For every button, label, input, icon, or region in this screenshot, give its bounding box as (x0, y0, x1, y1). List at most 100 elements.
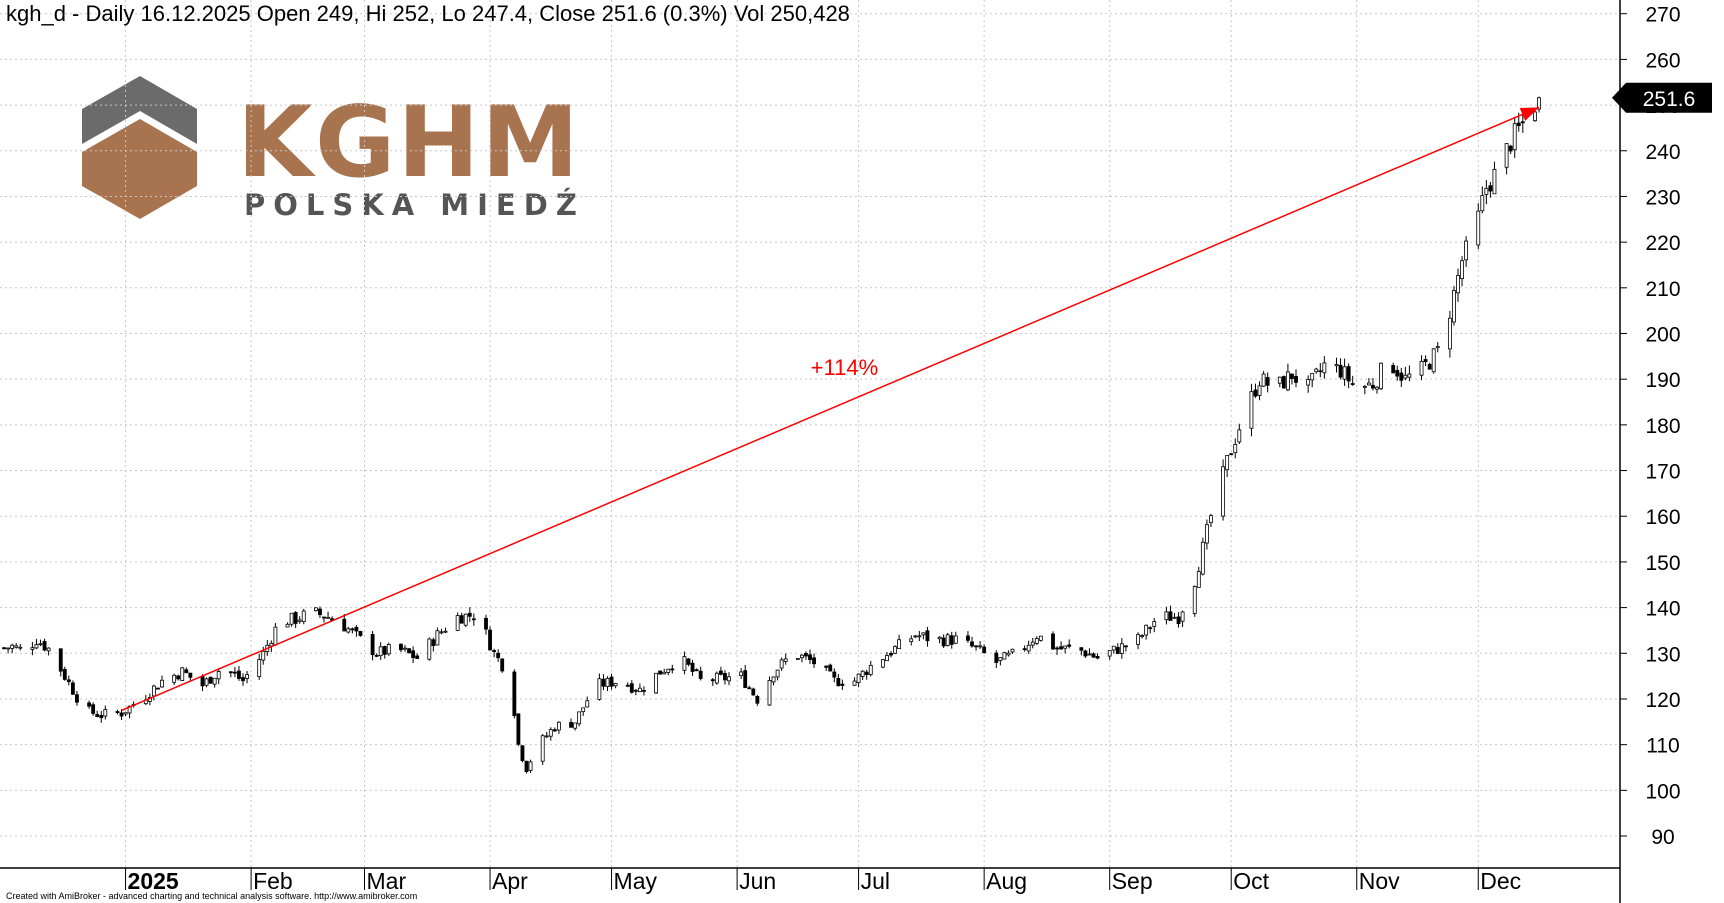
candle-down (241, 678, 244, 681)
candle-up (444, 631, 447, 632)
candle-down (229, 672, 232, 673)
candle-down (513, 672, 516, 716)
candle-down (889, 653, 892, 655)
candle-up (549, 730, 552, 737)
candle-up (800, 655, 803, 658)
candle-up (379, 647, 382, 656)
candle-up (1404, 375, 1407, 378)
candle-up (403, 648, 406, 649)
candle-up (173, 675, 176, 682)
candle-down (1319, 371, 1322, 372)
candle-down (1347, 367, 1350, 381)
y-tick-label: 220 (1645, 232, 1680, 255)
candle-down (59, 649, 62, 671)
candle-up (1448, 318, 1451, 349)
x-tick-label: Jun (739, 868, 776, 894)
candle-up (1436, 346, 1439, 347)
candle-up (869, 665, 872, 674)
candle-up (606, 678, 609, 686)
candle-up (683, 657, 686, 671)
candle-up (11, 645, 14, 648)
candle-up (19, 647, 22, 648)
y-tick-label: 180 (1645, 415, 1680, 438)
candle-down (1080, 648, 1083, 651)
candle-down (416, 656, 419, 659)
last-price-tag: 251.6 (1612, 83, 1712, 113)
y-tick-label: 140 (1645, 598, 1680, 621)
candle-down (209, 677, 212, 683)
candle-up (861, 671, 864, 676)
candle-up (1461, 261, 1464, 279)
candle-up (1205, 525, 1208, 543)
candle-up (7, 648, 10, 649)
candle-down (92, 705, 95, 714)
candle-up (894, 647, 897, 654)
candle-up (1153, 622, 1156, 627)
candle-down (723, 673, 726, 680)
candle-up (181, 668, 184, 681)
candle-up (47, 648, 50, 651)
candle-down (1084, 651, 1087, 656)
candle-down (237, 671, 240, 678)
candle-up (780, 660, 783, 668)
candle-down (375, 655, 378, 656)
candle-down (1371, 385, 1374, 388)
candle-down (460, 616, 463, 624)
candle-down (408, 649, 411, 653)
candle-down (659, 671, 662, 674)
candle-up (31, 648, 34, 650)
candle-up (715, 673, 718, 683)
candle-up (1452, 290, 1455, 322)
candle-up (1286, 372, 1289, 390)
candle-up (290, 613, 293, 624)
candle-down (355, 627, 358, 631)
y-tick-label: 100 (1645, 780, 1680, 803)
candle-up (314, 608, 317, 611)
candle-up (1465, 241, 1468, 260)
candle-up (205, 679, 208, 685)
candle-down (813, 658, 816, 664)
candle-up (784, 659, 787, 662)
candle-up (1165, 612, 1168, 620)
candle-up (598, 679, 601, 700)
candle-down (185, 670, 188, 673)
candle-up (586, 701, 589, 707)
candle-down (489, 630, 492, 650)
candle-down (1254, 390, 1257, 396)
candle-down (359, 631, 362, 635)
candle-up (1222, 467, 1225, 516)
candle-down (691, 663, 694, 671)
candle-down (67, 680, 70, 682)
candle-up (213, 678, 216, 684)
candle-down (837, 678, 840, 685)
candle-down (752, 689, 755, 695)
candle-down (343, 619, 346, 631)
candle-down (493, 651, 496, 652)
x-tick-label: Jul (861, 868, 890, 894)
candle-up (1031, 642, 1034, 645)
candle-down (926, 631, 929, 641)
logo-tagline: POLSKA MIEDŹ (244, 188, 585, 222)
candle-up (979, 646, 982, 647)
candle-down (399, 644, 402, 650)
candle-down (177, 676, 180, 679)
candle-up (1234, 444, 1237, 452)
candle-up (124, 713, 127, 714)
candle-down (942, 638, 945, 646)
candle-down (1396, 370, 1399, 376)
candle-down (233, 672, 236, 673)
candle-up (1193, 586, 1196, 613)
candle-down (1392, 365, 1395, 372)
candle-up (1363, 386, 1366, 387)
candle-up (1226, 455, 1229, 469)
candle-up (910, 639, 913, 642)
candle-down (1282, 377, 1285, 389)
candle-down (841, 684, 844, 685)
x-tick-label: Apr (492, 868, 528, 894)
candle-down (1489, 186, 1492, 191)
candle-down (71, 683, 74, 694)
x-tick-label: Sep (1112, 868, 1153, 894)
y-tick-label: 190 (1645, 369, 1680, 392)
candle-up (574, 723, 577, 728)
